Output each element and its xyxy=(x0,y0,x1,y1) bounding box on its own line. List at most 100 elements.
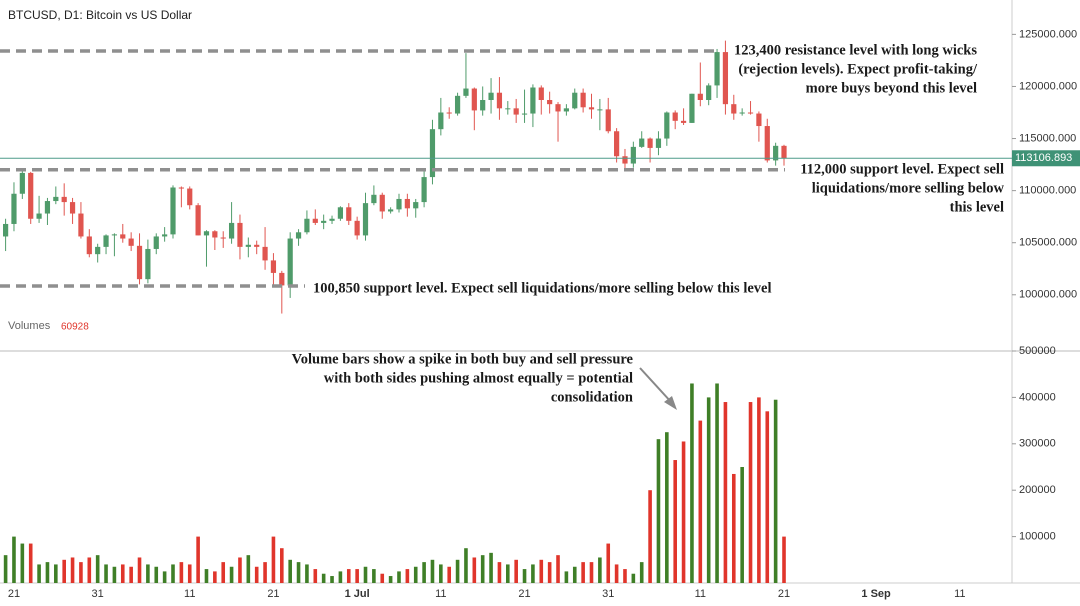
candle-body xyxy=(95,246,101,255)
annotation-line: consolidation xyxy=(551,389,633,405)
volume-bar xyxy=(271,536,276,583)
volume-bar xyxy=(372,569,376,583)
candle-body xyxy=(739,112,745,114)
last-price-box xyxy=(1012,150,1080,167)
candle-body xyxy=(153,236,159,249)
candle-body xyxy=(764,126,770,161)
volume-bar xyxy=(120,564,125,583)
candle-body xyxy=(304,218,310,233)
volume-bar xyxy=(204,569,209,583)
volume-bar xyxy=(355,569,359,583)
y-tick-label: 120000.000 xyxy=(1019,80,1077,92)
volume-bar xyxy=(748,402,753,583)
volume-bar xyxy=(480,555,485,583)
y-tick-label: 110000.000 xyxy=(1019,185,1076,197)
candle-body xyxy=(86,236,92,255)
volume-bar xyxy=(305,564,309,583)
candle-body xyxy=(19,172,25,194)
volume-bar xyxy=(614,564,619,583)
volume-bar xyxy=(757,397,761,583)
candle-body xyxy=(228,222,235,239)
volume-bar xyxy=(706,397,711,583)
volume-bar xyxy=(773,399,778,583)
candle-body xyxy=(270,260,277,273)
volume-bar xyxy=(154,566,159,583)
y-tick-label: 400000 xyxy=(1019,391,1056,403)
volume-bar xyxy=(648,490,652,583)
volume-bar xyxy=(296,562,301,583)
candle-body xyxy=(212,231,218,238)
x-tick-label: 1 Sep xyxy=(861,588,891,600)
volume-bar xyxy=(581,562,585,583)
candle-body xyxy=(597,109,603,111)
x-tick-label: 11 xyxy=(435,588,446,600)
volume-bar xyxy=(288,559,292,583)
x-tick-label: 11 xyxy=(695,588,706,600)
candle-body xyxy=(53,196,59,202)
volume-bar xyxy=(104,564,108,583)
annotation-arrow xyxy=(639,367,673,404)
volume-bar xyxy=(623,569,627,583)
candle-body xyxy=(78,213,84,237)
candle-body xyxy=(404,198,410,209)
candle-body xyxy=(731,104,737,114)
volume-bar xyxy=(280,548,284,583)
volume-bar xyxy=(397,571,401,583)
x-tick-label: 21 xyxy=(267,588,279,600)
volume-bar xyxy=(539,559,544,583)
annotation-arrowhead xyxy=(664,396,677,410)
candle-body xyxy=(128,238,134,246)
annotation-line: (rejection levels). Expect profit-taking… xyxy=(738,61,978,77)
volume-bar xyxy=(589,562,594,583)
candle-body xyxy=(664,112,670,139)
volume-bar xyxy=(171,564,175,583)
volume-bar xyxy=(28,543,33,583)
volume-bar xyxy=(673,460,677,583)
candle-body xyxy=(689,93,695,123)
candle-body xyxy=(588,107,595,110)
candle-body xyxy=(203,231,210,236)
volume-bar xyxy=(321,573,326,583)
candle-body xyxy=(321,220,327,223)
candle-body xyxy=(614,131,620,157)
candle-body xyxy=(622,156,628,164)
volume-bar xyxy=(765,411,770,583)
volume-bar xyxy=(598,557,602,583)
candle-body xyxy=(44,201,51,214)
candle-body xyxy=(555,104,561,112)
candle-body xyxy=(295,232,302,239)
x-tick-label: 31 xyxy=(602,588,614,600)
volume-bar xyxy=(162,571,167,583)
candle-body xyxy=(572,92,578,109)
volume-bar xyxy=(606,543,611,583)
volume-bar xyxy=(129,566,133,583)
y-tick-label: 100000 xyxy=(1019,531,1056,543)
candle-body xyxy=(639,138,645,147)
chart-title: BTCUSD, D1: Bitcoin vs US Dollar xyxy=(8,8,192,22)
candle-body xyxy=(3,223,9,237)
candle-body xyxy=(287,238,293,286)
volume-bar xyxy=(20,543,25,583)
candle-body xyxy=(413,202,419,209)
candle-body xyxy=(145,248,151,280)
candle-body xyxy=(254,244,260,247)
candle-body xyxy=(630,146,636,164)
candle-body xyxy=(279,272,285,286)
volume-bar xyxy=(740,467,744,583)
volume-bar xyxy=(464,548,468,583)
volume-bar xyxy=(447,566,452,583)
volume-bar xyxy=(62,559,66,583)
candle-body xyxy=(680,120,687,123)
volume-bar xyxy=(238,557,242,583)
volume-bar xyxy=(547,562,552,583)
candle-body xyxy=(647,138,653,148)
volume-bar xyxy=(346,569,351,583)
candle-body xyxy=(714,52,720,86)
annotation-line: Volume bars show a spike in both buy and… xyxy=(292,351,634,367)
volume-bar xyxy=(54,564,58,583)
volume-bar xyxy=(506,564,510,583)
candle-body xyxy=(120,234,126,239)
volume-bar xyxy=(522,569,527,583)
volume-bar xyxy=(413,566,418,583)
